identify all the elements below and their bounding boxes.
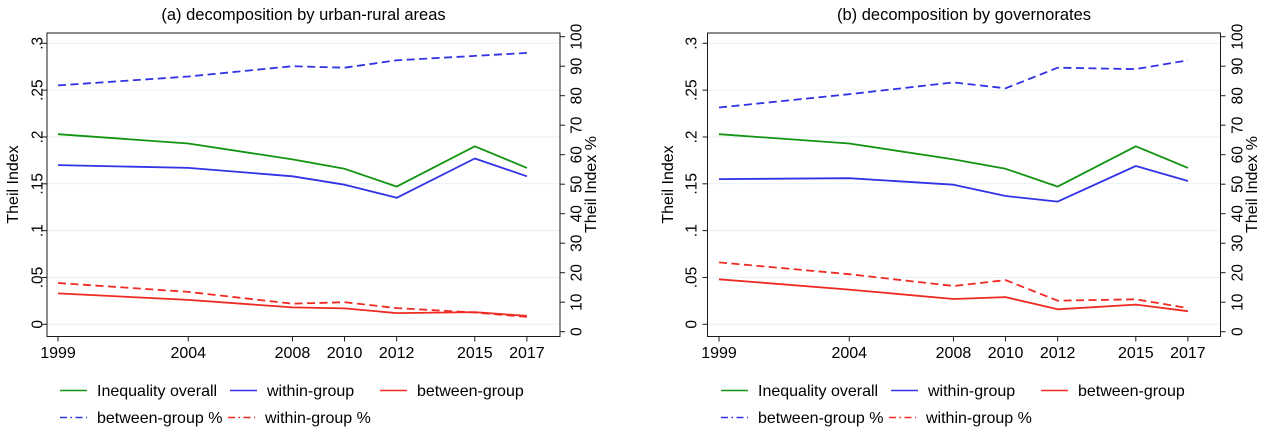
panel-b-x-tick-label: 2004 xyxy=(831,345,867,362)
panel-b-y-right-tick-label: 80 xyxy=(1229,87,1246,105)
panel-b-y-right-tick-label: 60 xyxy=(1229,146,1246,164)
panel-a-y-left-tick-label: .1 xyxy=(29,224,46,237)
panel-a-x-tick-label: 2012 xyxy=(379,345,415,362)
panel-a-y-right-tick-label: 40 xyxy=(568,205,585,223)
panel-b-legend-label-within-group: within-group % xyxy=(925,410,1032,427)
panel-a-title: (a) decomposition by urban-rural areas xyxy=(161,6,445,24)
panel-a-x-tick-label: 2015 xyxy=(457,345,493,362)
panel-b-y-right-tick-label: 20 xyxy=(1229,264,1246,282)
panel-a-y-right-tick-label: 60 xyxy=(568,146,585,164)
panel-a-y-left-axis-title: Theil Index xyxy=(5,145,22,223)
panel-b-y-right-tick-label: 50 xyxy=(1229,175,1246,193)
panel-b-y-left-tick-label: .2 xyxy=(683,130,700,143)
panel-a-y-left-tick-label: .2 xyxy=(29,130,46,143)
panel-a-y-left-tick-label: .15 xyxy=(29,173,46,195)
panel-b-x-tick-label: 2017 xyxy=(1170,345,1206,362)
panel-b-y-right-axis-title: Theil Index % xyxy=(1244,136,1261,233)
panel-a-y-right-tick-label: 70 xyxy=(568,116,585,134)
panel-b-series-line-within-group xyxy=(718,165,1189,203)
panel-a-legend-label-between-group: between-group % xyxy=(97,410,222,427)
panel-a-y-left-tick-label: .3 xyxy=(29,37,46,50)
panel-a-y-left-tick-label: .25 xyxy=(29,79,46,101)
panel-a-x-tick-label: 1999 xyxy=(40,345,76,362)
panel-b-y-right-tick-label: 70 xyxy=(1229,116,1246,134)
panel-a-series-line-inequality-overall xyxy=(57,133,528,188)
panel-b-y-left-tick-label: .3 xyxy=(683,37,700,50)
panel-b-y-left-tick-label: .15 xyxy=(683,173,700,195)
panel-b-legend-label-between-group: between-group % xyxy=(758,410,883,427)
panel-a-chart: 0 .05 .1 .15 .2 .25 .3 0 10 20 30 40 50 60 70 80 90 100 19… xyxy=(5,6,600,427)
panel-a-series-line-between-group xyxy=(57,52,527,87)
panel-a-y-left-tick-label: .05 xyxy=(29,267,46,289)
panel-b-x-tick-label: 2010 xyxy=(988,345,1024,362)
panel-a-y-right-tick-label: 90 xyxy=(568,57,585,75)
panel-a-x-tick-label: 2017 xyxy=(509,345,545,362)
panel-a-series-line-between-group xyxy=(57,292,527,317)
panel-b-y-left-axis-title: Theil Index xyxy=(660,145,677,223)
panel-b-y-right-tick-label: 40 xyxy=(1229,205,1246,223)
panel-b-y-right-tick-label: 30 xyxy=(1229,234,1246,252)
panel-b-y-right-tick-label: 0 xyxy=(1229,327,1246,336)
panel-a-x-tick-label: 2008 xyxy=(275,345,311,362)
panel-b-legend-label-between-group: between-group xyxy=(1078,383,1185,400)
panel-b-x-tick-label: 2012 xyxy=(1040,345,1076,362)
panel-a-x-tick-label: 2010 xyxy=(327,345,363,362)
panel-b-y-left-tick-label: 0 xyxy=(683,320,700,329)
panel-a-series-line-within-group xyxy=(57,282,527,318)
panel-b-y-right-tick-label: 90 xyxy=(1229,57,1246,75)
panel-a-y-right-tick-label: 30 xyxy=(568,234,585,252)
panel-b-y-left-tick-label: .25 xyxy=(683,79,700,101)
panel-b-legend-label-within-group: within-group xyxy=(927,383,1015,400)
panel-a-y-right-tick-label: 50 xyxy=(568,175,585,193)
panel-b-chart: 0 .05 .1 .15 .2 .25 .3 0 10 20 30 40 50 60 70 80 90 100 19… xyxy=(660,6,1261,427)
panel-a-y-right-tick-label: 10 xyxy=(568,293,585,311)
panel-b-y-right-tick-label: 100 xyxy=(1229,23,1246,49)
panel-a-plot-box xyxy=(46,32,561,337)
panel-a-y-left-tick-label: 0 xyxy=(29,320,46,329)
panel-b-legend-label-inequality-overall: Inequality overall xyxy=(758,383,878,400)
panel-a-legend-label-within-group: within-group xyxy=(266,383,354,400)
panel-a-y-right-tick-label: 20 xyxy=(568,264,585,282)
panel-b-x-tick-label: 1999 xyxy=(701,345,737,362)
panel-a-x-tick-label: 2004 xyxy=(170,345,206,362)
panel-a-y-right-tick-label: 80 xyxy=(568,87,585,105)
panel-a-legend-label-between-group: between-group xyxy=(417,383,524,400)
panel-b-x-tick-label: 2015 xyxy=(1118,345,1154,362)
panel-b-title: (b) decomposition by governorates xyxy=(837,6,1091,24)
panel-b-y-right-tick-label: 10 xyxy=(1229,293,1246,311)
panel-a-legend-label-within-group: within-group % xyxy=(264,410,371,427)
panel-b-series-line-between-group xyxy=(718,59,1189,109)
panel-a-y-right-tick-label: 100 xyxy=(568,23,585,49)
panel-a-series-line-within-group xyxy=(57,157,528,199)
panel-a-legend-label-inequality-overall: Inequality overall xyxy=(97,383,217,400)
panel-a-y-right-axis-title: Theil Index % xyxy=(583,136,600,233)
panel-b-plot-box xyxy=(707,32,1221,337)
panel-b-y-left-tick-label: .1 xyxy=(683,224,700,237)
panel-a-y-right-tick-label: 0 xyxy=(568,327,585,336)
panel-b-y-left-tick-label: .05 xyxy=(683,267,700,289)
panel-b-series-line-inequality-overall xyxy=(718,133,1189,188)
panel-b-series-line-between-group xyxy=(718,278,1189,313)
panel-b-series-line-within-group xyxy=(718,261,1189,309)
panel-b-x-tick-label: 2008 xyxy=(936,345,972,362)
